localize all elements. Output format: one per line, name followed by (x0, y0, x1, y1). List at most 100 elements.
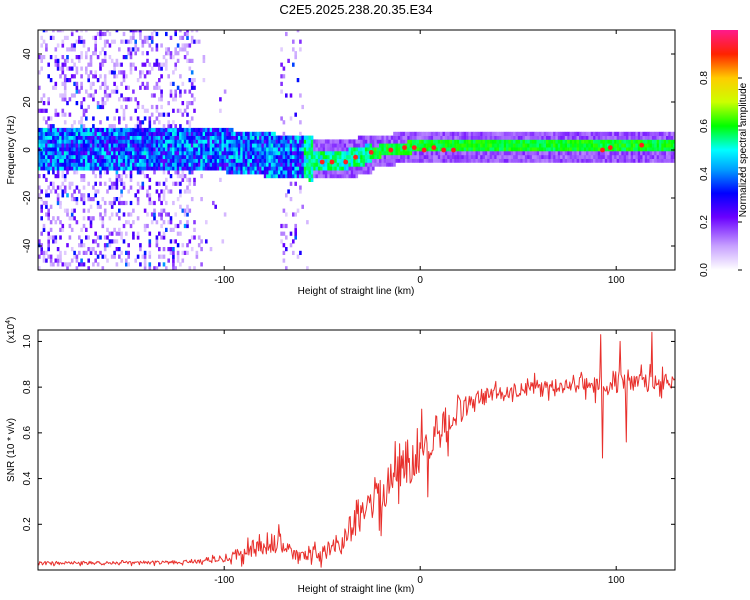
heatmap-cell (421, 131, 424, 136)
heatmap-cell (68, 135, 72, 140)
heatmap-cell (66, 131, 69, 136)
heatmap-cell (205, 154, 208, 159)
heatmap-cell (656, 135, 660, 140)
heatmap-cell (242, 151, 246, 156)
heatmap-cell (207, 166, 210, 171)
heatmap-cell (113, 166, 116, 171)
heatmap-cell (118, 47, 121, 52)
heatmap-cell (546, 154, 549, 159)
heatmap-cell (106, 235, 109, 240)
heatmap-cell (125, 262, 128, 267)
heatmap-cell (66, 208, 69, 213)
heatmap-cell (452, 143, 455, 148)
heatmap-cell (176, 166, 180, 171)
heatmap-cell (393, 162, 396, 167)
heatmap-cell (92, 185, 95, 190)
heatmap-cell (68, 66, 72, 71)
heatmap-cell (155, 143, 159, 148)
heatmap-cell (600, 135, 603, 140)
heatmap-cell (167, 135, 170, 140)
heatmap-cell (209, 158, 213, 163)
heatmap-cell (524, 139, 528, 144)
heatmap-cell (642, 147, 646, 152)
heatmap-cell (162, 158, 166, 163)
heatmap-cell (113, 200, 116, 206)
heatmap-cell (63, 89, 67, 94)
heatmap-cell (205, 166, 208, 171)
heatmap-cell (454, 131, 457, 136)
heatmap-cell (115, 247, 119, 252)
heatmap-cell (560, 131, 563, 136)
heatmap-cell (129, 200, 133, 206)
heatmap-cell (70, 31, 74, 37)
heatmap-cell (618, 143, 622, 148)
heatmap-cell (160, 223, 163, 229)
heatmap-cell (47, 135, 50, 140)
heatmap-cell (296, 147, 300, 152)
heatmap-cell (169, 55, 173, 60)
heatmap-cell (176, 143, 180, 148)
heatmap-cell (426, 131, 429, 136)
heatmap-cell (174, 89, 177, 94)
heatmap-cell (280, 158, 283, 163)
heatmap-cell (649, 131, 653, 136)
heatmap-cell (428, 135, 431, 140)
heatmap-cell (491, 151, 495, 156)
heatmap-cell (341, 154, 344, 159)
heatmap-cell (397, 158, 401, 163)
heatmap-cell (61, 262, 65, 267)
heatmap-cell (115, 154, 119, 159)
heatmap-cell (80, 158, 83, 163)
heatmap-cell (113, 151, 116, 156)
heatmap-cell (339, 143, 342, 148)
heatmap-cell (120, 39, 123, 44)
heatmap-cell (115, 143, 119, 148)
heatmap-cell (118, 174, 121, 179)
heatmap-cell (508, 158, 511, 163)
heatmap-cell (92, 116, 95, 121)
heatmap-cell (407, 135, 410, 140)
heatmap-cell (256, 158, 260, 163)
heatmap-cell (188, 151, 192, 156)
heatmap-cell (87, 62, 90, 67)
heatmap-cell (52, 154, 55, 159)
heatmap-cell (548, 131, 551, 136)
heatmap-cell (80, 258, 83, 263)
heatmap-cell (122, 143, 126, 148)
heatmap-cell (626, 139, 629, 144)
heatmap-cell (127, 147, 130, 152)
heatmap-cell (576, 154, 580, 159)
heatmap-cell (169, 247, 173, 252)
heatmap-cell (172, 143, 175, 148)
heatmap-cell (263, 166, 267, 171)
heatmap-cell (520, 131, 523, 136)
heatmap-cell (87, 104, 90, 110)
heatmap-cell (430, 151, 434, 156)
heatmap-cell (94, 135, 97, 140)
heatmap-cell (212, 158, 215, 163)
heatmap-cell (125, 55, 128, 60)
heatmap-cell (139, 131, 142, 136)
heatmap-cell (463, 135, 467, 140)
heatmap-cell (113, 124, 116, 129)
heatmap-cell (614, 151, 617, 156)
heatmap-cell (92, 158, 95, 163)
heatmap-cell (306, 166, 309, 171)
heatmap-cell (341, 147, 344, 152)
heatmap-cell (510, 143, 514, 148)
heatmap-cell (412, 151, 415, 156)
heatmap-cell (174, 30, 177, 33)
spectrogram-ylabel: Frequency (Hz) (6, 116, 17, 185)
heatmap-cell (614, 158, 617, 163)
heatmap-cell (162, 181, 166, 186)
heatmap-cell (484, 147, 488, 152)
heatmap-cell (404, 154, 408, 159)
heatmap-cell (188, 101, 192, 106)
heatmap-cell (221, 135, 225, 140)
heatmap-cell (68, 166, 72, 171)
heatmap-cell (146, 35, 149, 40)
heatmap-cell (416, 154, 420, 159)
heatmap-cell (245, 151, 248, 156)
heatmap-cell (273, 162, 276, 167)
heatmap-cell (548, 154, 551, 159)
